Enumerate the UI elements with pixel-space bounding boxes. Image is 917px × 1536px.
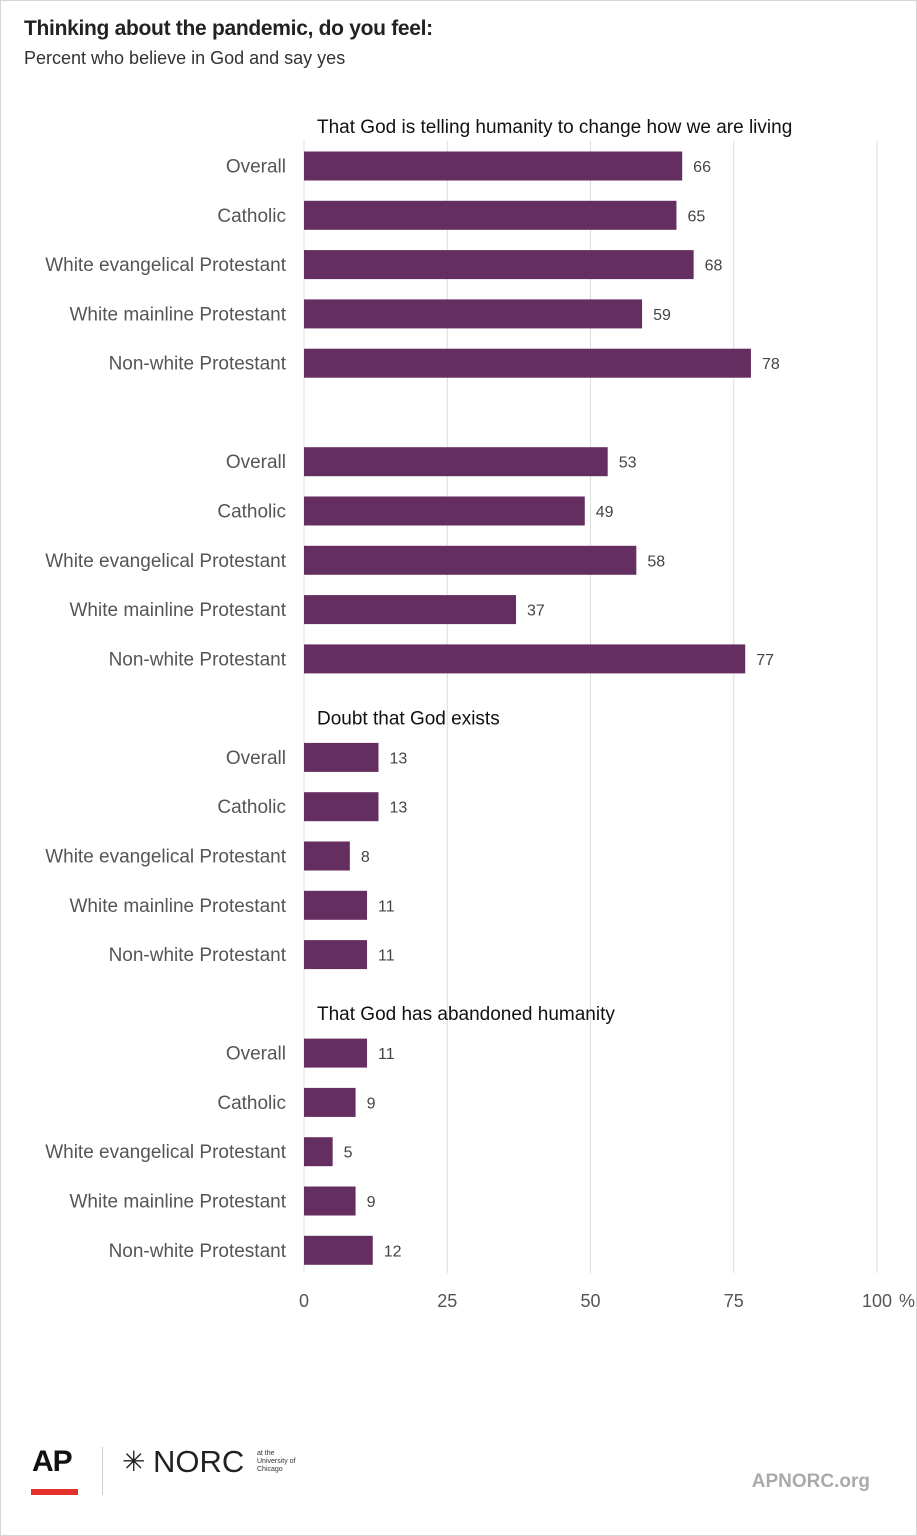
value-label: 58 (647, 553, 665, 570)
bar (304, 1137, 333, 1167)
category-label: White mainline Protestant (70, 896, 287, 917)
site-link[interactable]: APNORC.org (751, 1471, 870, 1492)
category-label: White mainline Protestant (70, 600, 287, 621)
category-label: Non-white Protestant (109, 649, 287, 670)
group-label: Doubt that God exists (317, 708, 500, 729)
category-label: Overall (226, 748, 286, 769)
bar (304, 545, 637, 575)
norc-logo-subtext: at the University of Chicago (257, 1450, 296, 1473)
value-label: 11 (378, 898, 395, 915)
footer: AP ✳ NORC at the University of Chicago A… (1, 1441, 916, 1511)
bar (304, 447, 608, 477)
bar (304, 742, 379, 772)
value-label: 9 (367, 1095, 376, 1112)
category-label: White evangelical Protestant (45, 1142, 287, 1163)
category-label: Catholic (217, 797, 286, 818)
value-label: 11 (378, 1046, 395, 1063)
value-label: 11 (378, 948, 395, 965)
value-label: 78 (762, 356, 780, 373)
value-label: 12 (384, 1243, 402, 1260)
bar (304, 250, 694, 280)
value-label: 77 (756, 652, 774, 669)
ap-logo-underline (31, 1489, 78, 1495)
group-label: That God is telling humanity to change h… (317, 117, 792, 138)
category-label: Overall (226, 452, 286, 473)
value-label: 49 (596, 504, 614, 521)
bar (304, 644, 746, 674)
value-label: 66 (693, 159, 711, 176)
category-label: Non-white Protestant (109, 945, 287, 966)
value-label: 68 (705, 258, 723, 275)
bar (304, 1235, 373, 1265)
chart-subtitle: Percent who believe in God and say yes (24, 48, 346, 68)
category-label: Catholic (217, 502, 286, 523)
bar (304, 496, 585, 526)
x-tick-label: 75 (724, 1291, 744, 1311)
bar (304, 940, 368, 970)
value-label: 59 (653, 307, 671, 324)
bar (304, 299, 643, 329)
ap-logo: AP (32, 1445, 73, 1478)
value-label: 53 (619, 455, 637, 472)
bar (304, 595, 517, 625)
x-tick-label: 0 (299, 1291, 309, 1311)
bar (304, 890, 368, 920)
category-label: White evangelical Protestant (45, 847, 287, 868)
value-label: 65 (687, 208, 705, 225)
category-label: White mainline Protestant (70, 304, 287, 325)
x-tick-label: 50 (580, 1291, 600, 1311)
bar-chart: 0 25 50 75 100 % That God is telling humanity … (45, 117, 915, 1311)
category-label: Non-white Protestant (109, 354, 287, 375)
value-label: 13 (389, 750, 407, 767)
bar (304, 1087, 356, 1117)
bar (304, 1186, 356, 1216)
category-label: White evangelical Protestant (45, 551, 287, 572)
norc-star-icon: ✳ (122, 1445, 146, 1478)
value-label: 5 (344, 1145, 353, 1162)
bar (304, 841, 350, 871)
bar (304, 792, 379, 822)
x-unit-label: % (899, 1291, 915, 1311)
value-label: 8 (361, 849, 370, 866)
chart-title: Thinking about the pandemic, do you feel… (24, 17, 433, 40)
category-label: Catholic (217, 206, 286, 227)
category-label: Overall (226, 157, 286, 178)
x-tick-label: 100 (862, 1291, 892, 1311)
category-label: White mainline Protestant (70, 1192, 287, 1213)
value-label: 37 (527, 603, 545, 620)
bar (304, 348, 751, 378)
category-label: Overall (226, 1044, 286, 1065)
value-label: 9 (367, 1194, 376, 1211)
norc-logo: NORC (153, 1444, 245, 1479)
x-tick-label: 25 (437, 1291, 457, 1311)
bar (304, 151, 683, 181)
bar (304, 200, 677, 230)
category-label: White evangelical Protestant (45, 255, 287, 276)
logo-divider (102, 1447, 103, 1495)
bar (304, 1038, 368, 1068)
category-label: Non-white Protestant (109, 1241, 287, 1262)
category-label: Catholic (217, 1093, 286, 1114)
group-label: That God has abandoned humanity (317, 1004, 615, 1025)
value-label: 13 (389, 800, 407, 817)
